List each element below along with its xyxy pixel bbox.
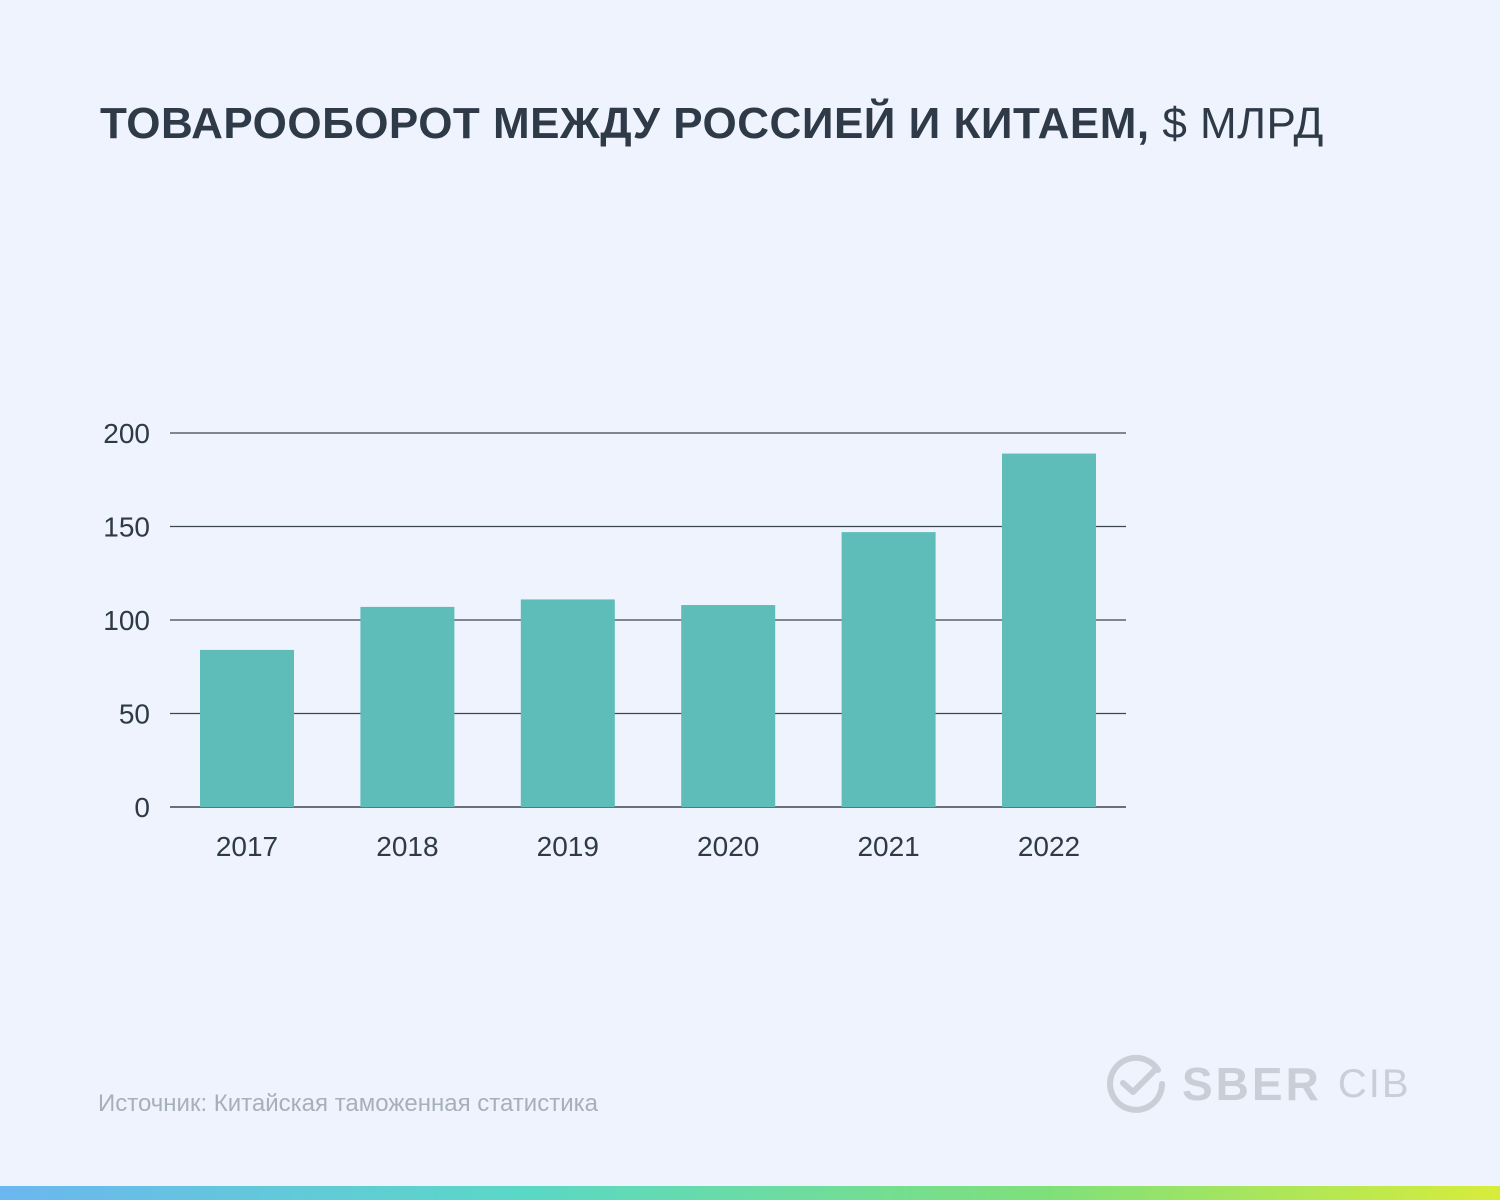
y-tick-label-200: 200 bbox=[103, 418, 150, 449]
bottom-gradient-stripe bbox=[0, 1186, 1500, 1200]
x-tick-label-2022: 2022 bbox=[1018, 831, 1080, 862]
y-tick-label-100: 100 bbox=[103, 605, 150, 636]
bar-2019 bbox=[520, 599, 615, 807]
bar-2021 bbox=[841, 532, 936, 807]
y-tick-label-0: 0 bbox=[134, 792, 150, 823]
chart-title: ТОВАРООБОРОТ МЕЖДУ РОССИЕЙ И КИТАЕМ, $ М… bbox=[100, 96, 1324, 152]
x-tick-label-2020: 2020 bbox=[697, 831, 759, 862]
y-tick-label-50: 50 bbox=[119, 699, 150, 730]
x-tick-layer: 2017 2018 2019 2020 2021 2022 bbox=[216, 831, 1080, 862]
logo-sub-text: CIB bbox=[1337, 1061, 1411, 1106]
bar-2020 bbox=[681, 605, 776, 807]
x-tick-label-2017: 2017 bbox=[216, 831, 278, 862]
x-tick-label-2019: 2019 bbox=[537, 831, 599, 862]
chart-title-unit: $ МЛРД bbox=[1162, 99, 1324, 148]
x-tick-label-2018: 2018 bbox=[376, 831, 438, 862]
sber-cib-logo: SBER CIB bbox=[1106, 1054, 1411, 1114]
sber-check-circle-icon bbox=[1107, 1054, 1165, 1113]
y-tick-label-150: 150 bbox=[103, 512, 150, 543]
chart-title-main: ТОВАРООБОРОТ МЕЖДУ РОССИЕЙ И КИТАЕМ, bbox=[100, 99, 1150, 148]
bar-2017 bbox=[200, 649, 294, 807]
grid-layer bbox=[170, 432, 1126, 808]
source-note: Источник: Китайская таможенная статистик… bbox=[98, 1090, 598, 1117]
bar-2022 bbox=[1002, 453, 1096, 807]
bar-layer bbox=[200, 453, 1096, 807]
y-tick-layer: 0 50 100 150 200 bbox=[103, 418, 150, 823]
x-tick-label-2021: 2021 bbox=[857, 831, 919, 862]
logo-brand-text: SBER bbox=[1182, 1058, 1322, 1110]
bar-2018 bbox=[360, 606, 455, 807]
